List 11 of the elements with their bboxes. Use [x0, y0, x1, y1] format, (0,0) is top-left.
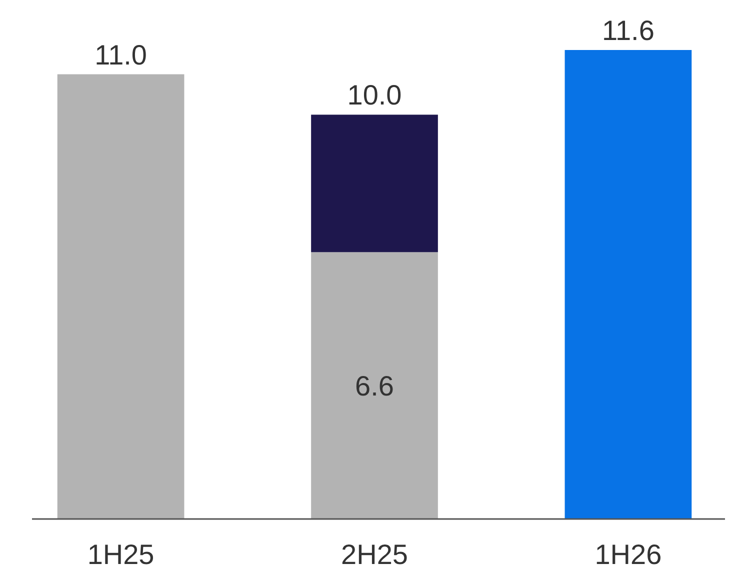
bar	[311, 252, 438, 519]
x-tick-label: 2H25	[341, 539, 408, 570]
data-label: 11.6	[602, 15, 654, 46]
x-tick-label: 1H25	[87, 539, 154, 570]
data-label: 6.6	[355, 370, 394, 402]
x-tick-label: 1H26	[594, 539, 662, 570]
data-label: 11.0	[94, 39, 148, 70]
bar	[564, 50, 692, 519]
bar	[57, 74, 184, 519]
bar	[311, 114, 438, 252]
total-label: 10.0	[347, 80, 402, 111]
